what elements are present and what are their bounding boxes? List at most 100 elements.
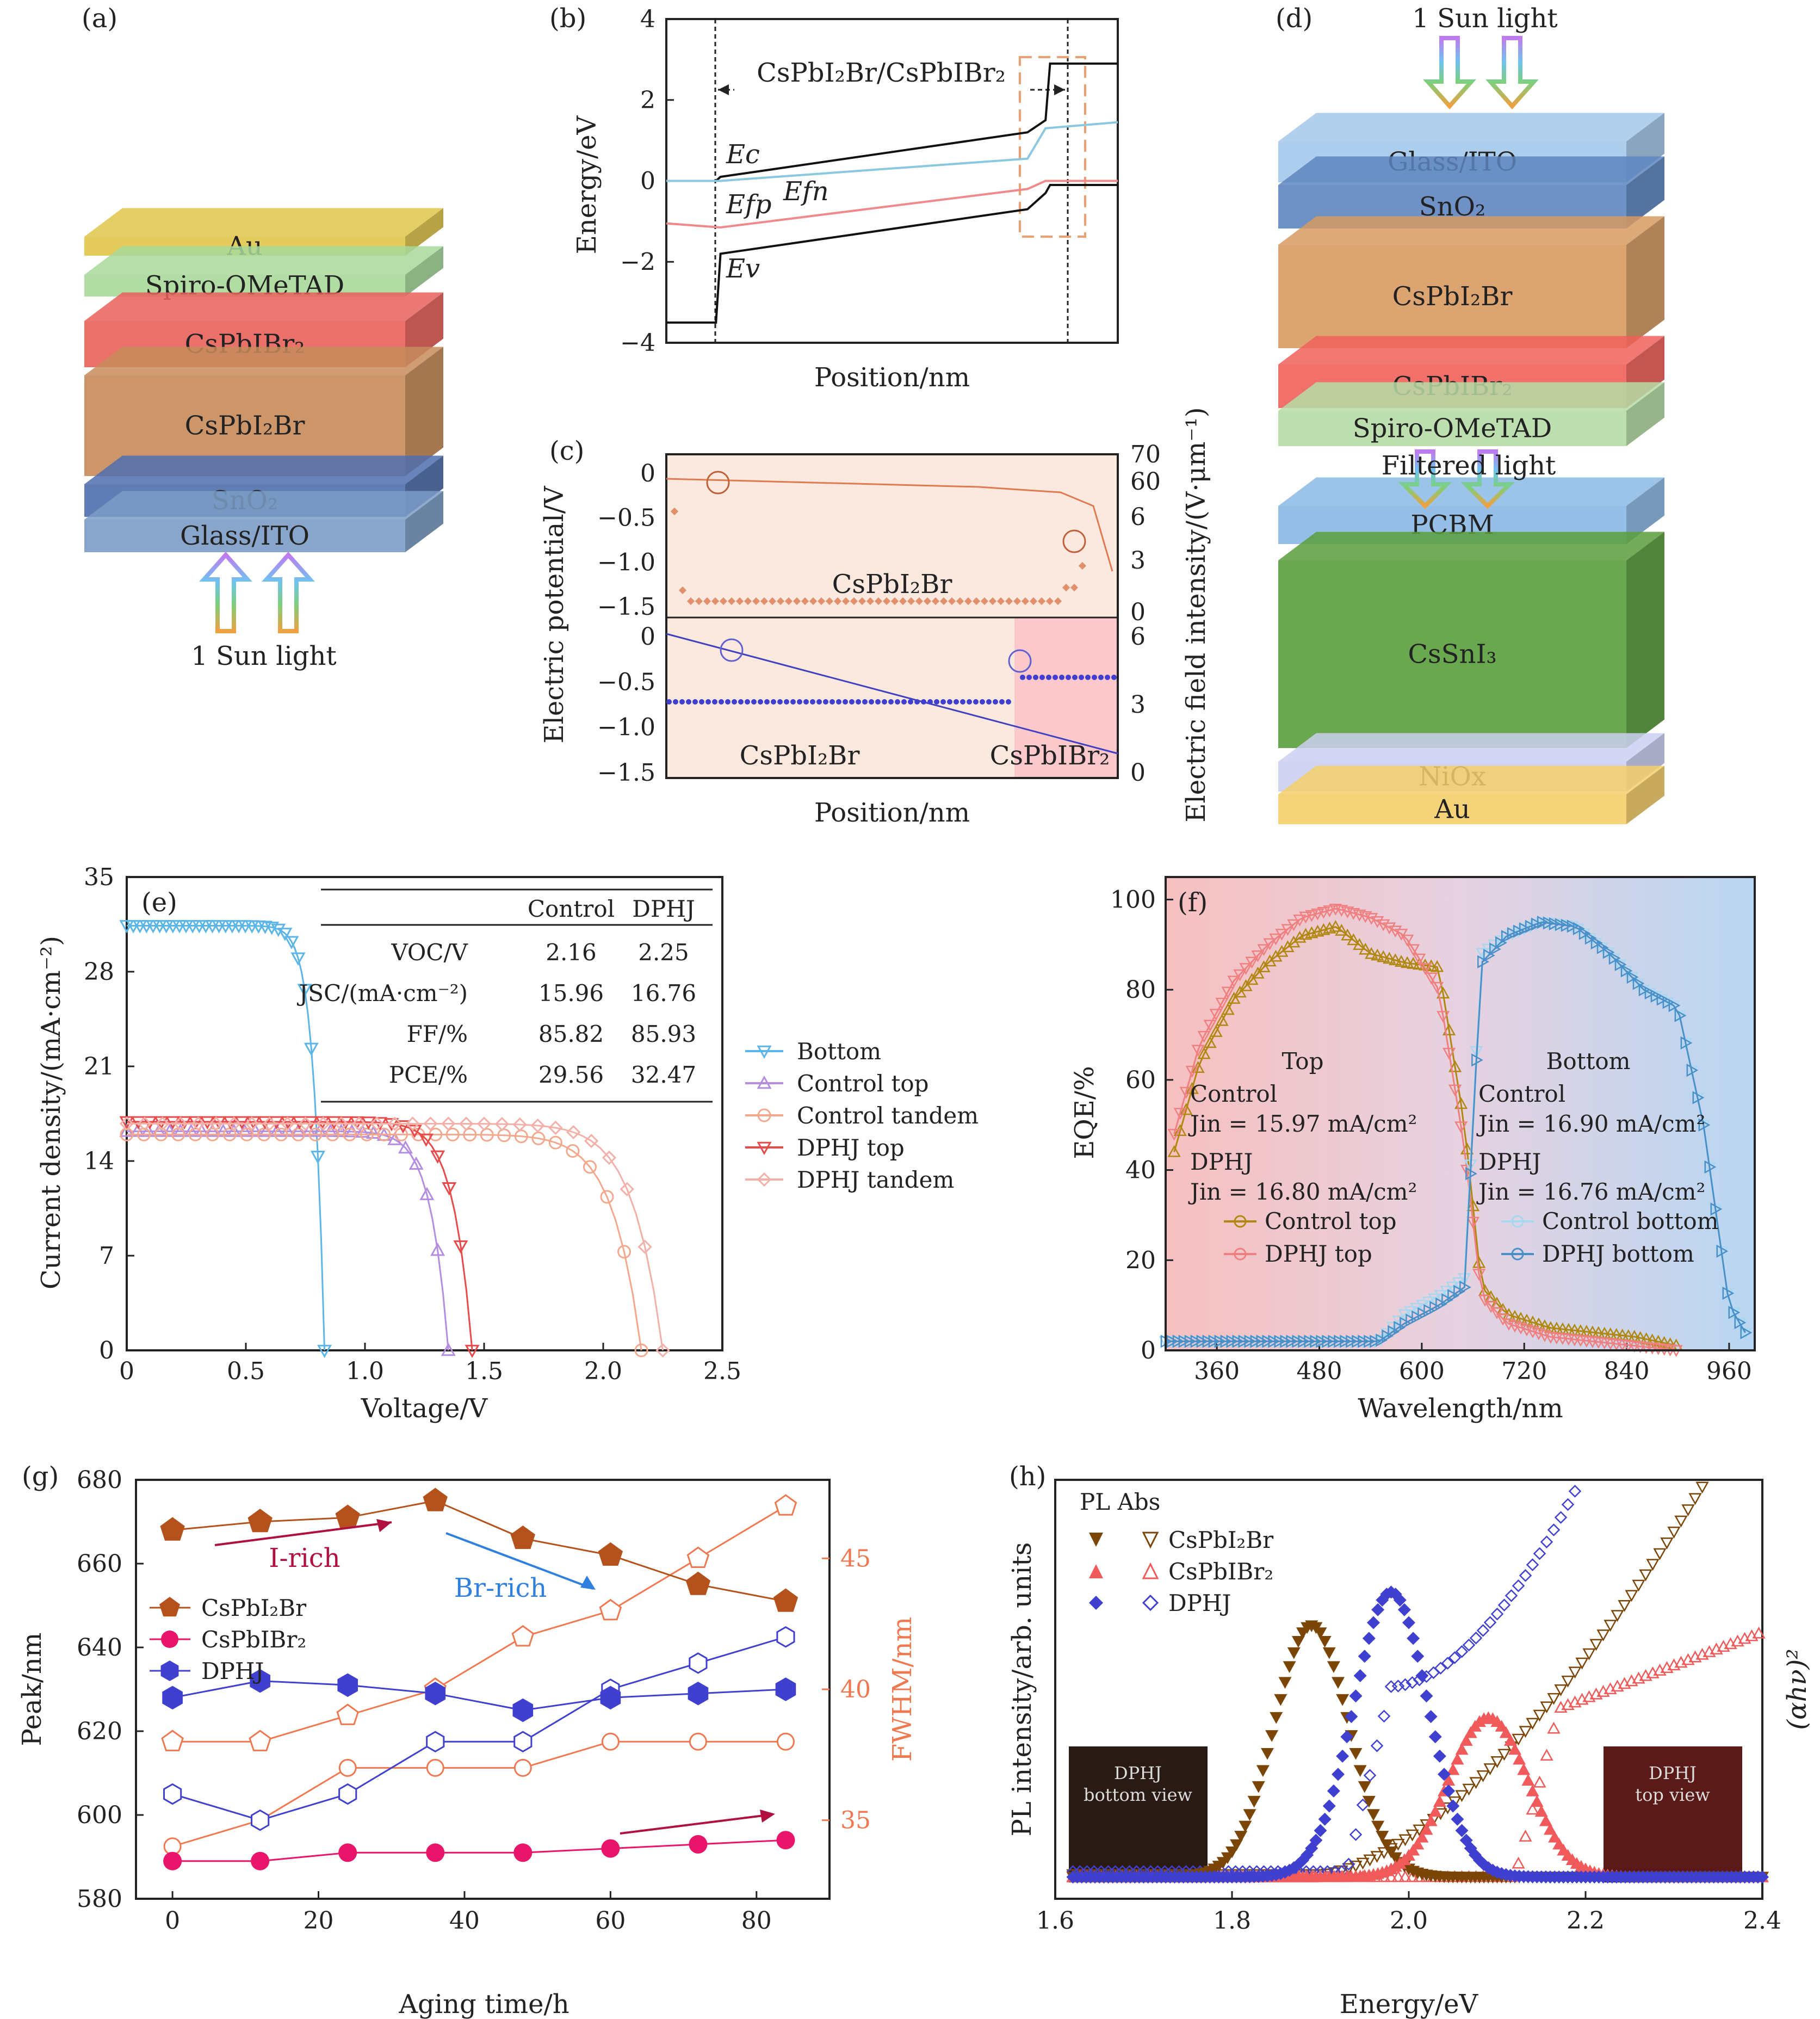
f-ytick-label: 60 <box>1125 1066 1156 1094</box>
c-ytick-left-bottom: 0 <box>640 623 655 651</box>
f-point <box>1657 1336 1671 1348</box>
h-abs-point <box>1483 1763 1497 1775</box>
c-field-point-bottom <box>960 699 965 705</box>
i-rich-label: I-rich <box>269 1543 340 1573</box>
g-point <box>160 1517 185 1541</box>
c-field-point-top <box>727 597 736 606</box>
e-point <box>351 1116 367 1131</box>
f-point <box>1590 936 1603 950</box>
h-abs-point <box>1540 1749 1553 1761</box>
f-point <box>1352 1335 1364 1348</box>
f-point <box>1543 916 1555 930</box>
f-legend: Control top DPHJ top Control bottom DPHJ bo… <box>1224 1208 1719 1267</box>
c-ytick-right-top: 0 <box>1130 598 1146 626</box>
f-point <box>1197 1030 1211 1043</box>
h-abs-point <box>1391 1680 1405 1693</box>
f-top-text-4: Jin = 16.80 mA/cm² <box>1188 1178 1417 1205</box>
f-point <box>1341 928 1354 941</box>
layer-a-5: Glass/ITO <box>84 491 443 552</box>
c-field-point-top <box>817 597 826 606</box>
slab-front <box>1278 794 1626 824</box>
h-pl-point <box>1503 1734 1517 1746</box>
h-abs-point <box>1370 1739 1384 1752</box>
slab-top <box>1278 532 1664 560</box>
f-legend-label: Control top <box>1265 1208 1397 1234</box>
c-field-point-bottom <box>784 699 789 705</box>
filtered-light-label: Filtered light <box>1382 450 1556 481</box>
e-point <box>291 1127 305 1141</box>
c-field-point-bottom <box>1092 675 1097 680</box>
h-abs-point <box>1377 1709 1391 1723</box>
c-field-point-top <box>695 597 703 606</box>
e-point <box>418 1133 434 1147</box>
e-point <box>395 1120 411 1134</box>
f-point <box>1423 1304 1435 1318</box>
f-top-text-2: Jin = 15.97 mA/cm² <box>1188 1110 1417 1137</box>
c-field-point-bottom <box>777 699 783 705</box>
h-abs-point <box>1384 1680 1398 1693</box>
e-ytick-label: 28 <box>84 958 114 986</box>
h-abs-point <box>1618 1600 1631 1612</box>
e-point <box>441 1342 456 1356</box>
f-point <box>1179 1086 1193 1099</box>
f-point <box>1466 1217 1480 1229</box>
h-abs-point <box>1512 1733 1525 1746</box>
h-pl-point <box>1252 1781 1265 1793</box>
e-point <box>142 1116 157 1130</box>
e-point <box>497 1128 511 1143</box>
h-pl-point <box>1530 1795 1544 1807</box>
f-point <box>1722 1286 1735 1300</box>
b-ylabel: Energy/eV <box>572 115 602 254</box>
h-pl-point <box>1283 1661 1296 1674</box>
g-point <box>601 1732 620 1751</box>
g-ylabel-right: FWHM/nm <box>887 1617 918 1762</box>
f-point <box>1656 992 1669 1006</box>
h-pl-point <box>1230 1839 1243 1851</box>
e-point <box>316 1116 331 1131</box>
slab-side <box>1626 477 1664 544</box>
c-field-point-bottom <box>967 699 972 705</box>
f-point <box>1448 1084 1462 1097</box>
e-point <box>398 1140 413 1154</box>
h-abs-point <box>1469 1631 1483 1645</box>
g-point <box>686 1546 710 1569</box>
e-point <box>602 1150 617 1165</box>
g-point <box>599 1598 622 1621</box>
c-field-point-bottom <box>1066 675 1071 680</box>
h-pl-point <box>1367 1616 1380 1629</box>
h-pl-point <box>1265 1730 1279 1742</box>
h-pl-point <box>1345 1710 1358 1724</box>
f-point <box>1262 1335 1274 1348</box>
h-pl-point <box>1322 1647 1336 1659</box>
c-ylabel-left: Electric potential/V <box>539 485 569 743</box>
h-pl-point <box>1327 1784 1340 1798</box>
c-ytick-left-top: −1.0 <box>597 548 655 576</box>
g-point <box>511 1625 535 1647</box>
f-point <box>1263 938 1277 950</box>
c-ytick-left-bottom: −0.5 <box>597 668 655 696</box>
f-xtick-label: 480 <box>1297 1357 1342 1385</box>
g-ytick-label: 680 <box>77 1466 122 1494</box>
f-point <box>1317 906 1330 919</box>
h-abs-point <box>1561 1498 1575 1511</box>
h-abs-point <box>1497 1598 1511 1612</box>
f-point <box>1395 955 1408 967</box>
e-point <box>205 1123 220 1137</box>
e-point <box>191 1116 206 1131</box>
c-field-point-bottom <box>816 699 822 705</box>
f-point <box>1716 1244 1729 1258</box>
c-field-point-top <box>670 507 679 516</box>
h-pl-point <box>1420 1823 1433 1835</box>
e-point <box>292 1116 307 1130</box>
e-ytick-label: 0 <box>99 1337 114 1364</box>
c-field-point-bottom <box>810 699 815 705</box>
h-pl-point <box>1318 1635 1332 1648</box>
c-field-point-top <box>768 597 777 606</box>
f-point <box>1413 953 1426 966</box>
c-field-point-bottom <box>732 699 737 705</box>
f-point <box>1645 1333 1659 1346</box>
slab-side <box>1626 156 1664 229</box>
c-field-point-bottom <box>954 699 959 705</box>
e-ytick-label: 14 <box>84 1147 114 1175</box>
c-field-point-top <box>686 597 695 606</box>
